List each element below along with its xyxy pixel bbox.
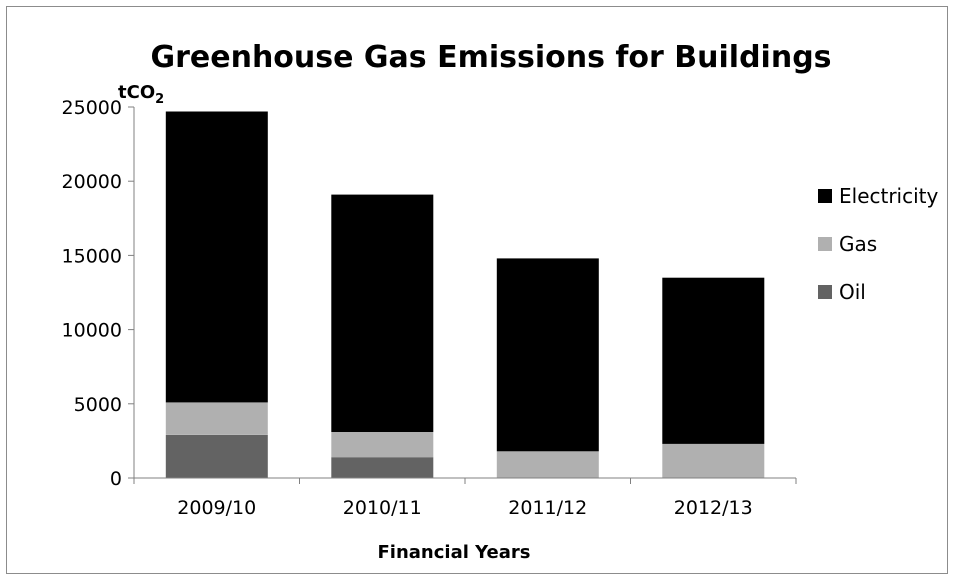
- bar-electricity-2012-13: [662, 277, 765, 444]
- y-tick-label: 20000: [62, 171, 122, 193]
- chart-frame: [6, 6, 948, 574]
- y-axis-label-main: tCO: [118, 82, 155, 103]
- bar-electricity-2011-12: [496, 258, 599, 452]
- bars-layer: [165, 111, 765, 478]
- y-tick-label: 25000: [62, 97, 122, 119]
- x-tick-label: 2011/12: [508, 497, 587, 519]
- y-tick-label: 0: [110, 468, 122, 490]
- y-tick-label: 10000: [62, 320, 122, 342]
- x-tick-label: 2010/11: [343, 497, 422, 519]
- bar-gas-2011-12: [496, 451, 599, 478]
- legend-label-electricity: Electricity: [839, 184, 939, 208]
- chart-title: Greenhouse Gas Emissions for Buildings: [150, 40, 831, 75]
- bar-oil-2009-10: [165, 435, 268, 478]
- bar-electricity-2009-10: [165, 111, 268, 403]
- legend-swatch-electricity: [818, 189, 832, 203]
- bar-gas-2010-11: [331, 432, 434, 458]
- bar-gas-2009-10: [165, 402, 268, 435]
- y-axis-label-subscript: 2: [155, 92, 164, 107]
- x-tick-label: 2012/13: [674, 497, 753, 519]
- legend-label-oil: Oil: [839, 280, 866, 304]
- y-tick-label: 5000: [74, 394, 122, 416]
- y-tick-label: 15000: [62, 245, 122, 267]
- legend: Electricity Gas Oil: [818, 184, 939, 304]
- bar-gas-2012-13: [662, 443, 765, 478]
- y-axis-label: tCO2: [118, 82, 164, 107]
- legend-swatch-gas: [818, 237, 832, 251]
- x-axis-label: Financial Years: [378, 542, 531, 563]
- bar-oil-2010-11: [331, 457, 434, 478]
- axes-layer: 0 5000 10000 15000 20000 25000 2009/10 2010/11 2…: [62, 97, 797, 519]
- x-tick-label: 2009/10: [177, 497, 256, 519]
- bar-electricity-2010-11: [331, 194, 434, 432]
- legend-label-gas: Gas: [839, 232, 877, 256]
- legend-swatch-oil: [818, 285, 832, 299]
